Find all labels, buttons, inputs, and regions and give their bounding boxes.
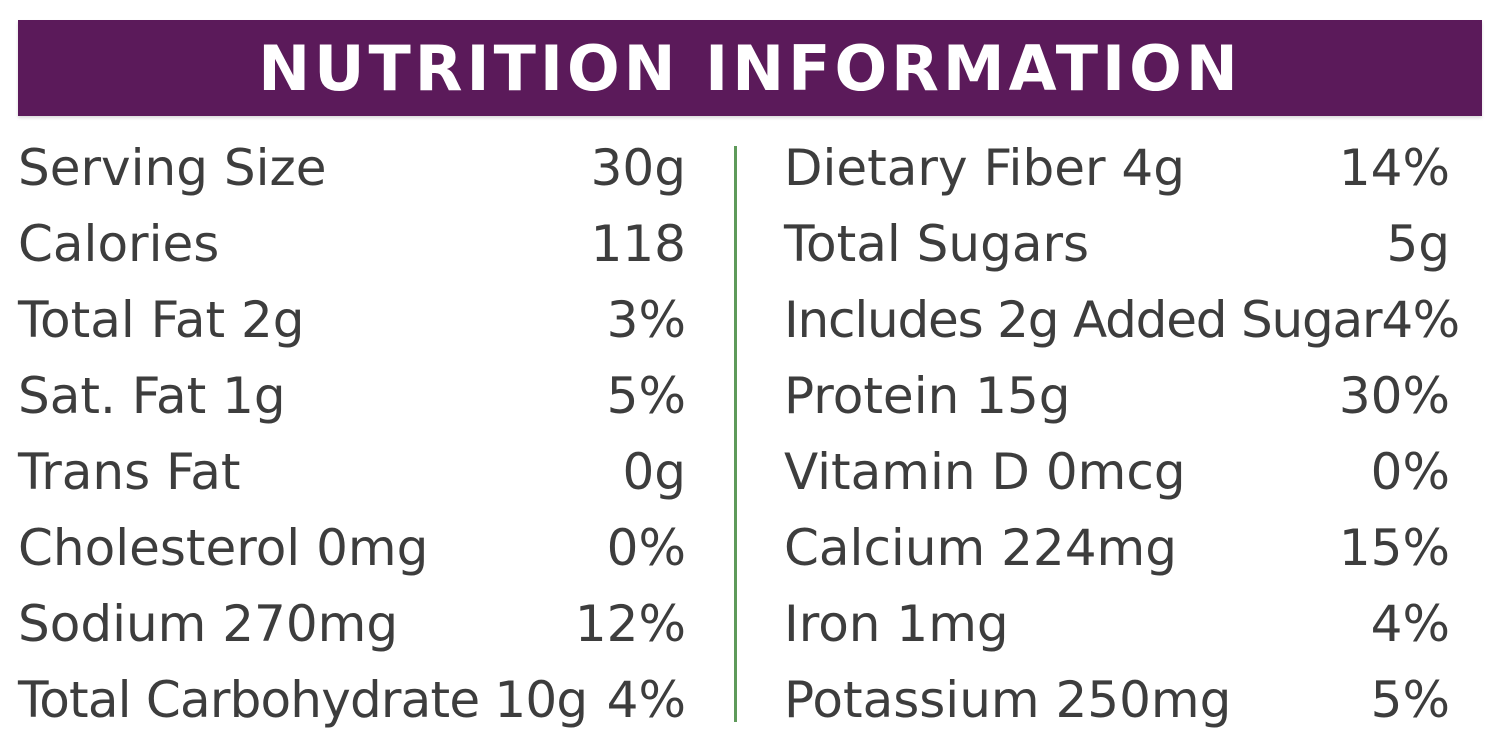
nutrient-row-protein: Protein 15g 30% (784, 358, 1450, 434)
nutrient-label: Sodium 270mg (18, 595, 399, 653)
nutrient-label: Iron 1mg (784, 595, 1009, 653)
nutrient-label: Trans Fat (18, 443, 241, 501)
nutrient-label: Protein 15g (784, 367, 1071, 425)
nutrient-label: Calories (18, 215, 220, 273)
nutrient-label: Calcium 224mg (784, 519, 1177, 577)
nutrient-value: 4% (1370, 595, 1450, 653)
nutrient-value: 4% (606, 671, 686, 729)
nutrient-value: 0g (622, 443, 686, 501)
nutrient-value: 12% (574, 595, 686, 653)
header-title: NUTRITION INFORMATION (258, 32, 1242, 105)
nutrient-value: 118 (590, 215, 686, 273)
nutrient-value: 0% (606, 519, 686, 577)
nutrient-row-dietary-fiber: Dietary Fiber 4g 14% (784, 130, 1450, 206)
nutrient-label: Serving Size (18, 139, 327, 197)
nutrient-label: Cholesterol 0mg (18, 519, 429, 577)
nutrient-value: 14% (1338, 139, 1450, 197)
nutrient-row-potassium: Potassium 250mg 5% (784, 662, 1450, 738)
nutrient-row-total-fat: Total Fat 2g 3% (18, 282, 686, 358)
nutrition-header: NUTRITION INFORMATION (18, 20, 1482, 116)
nutrient-value: 4% (1381, 291, 1460, 349)
nutrient-value: 15% (1338, 519, 1450, 577)
nutrient-row-total-sugars: Total Sugars 5g (784, 206, 1450, 282)
nutrient-label: Includes 2g Added Sugar (784, 291, 1383, 349)
nutrient-value: 3% (606, 291, 686, 349)
nutrient-value: 30% (1338, 367, 1450, 425)
nutrient-row-calcium: Calcium 224mg 15% (784, 510, 1450, 586)
nutrient-label: Total Fat 2g (18, 291, 305, 349)
nutrient-row-vitamin-d: Vitamin D 0mcg 0% (784, 434, 1450, 510)
nutrient-label: Total Sugars (784, 215, 1090, 273)
nutrient-value: 30g (590, 139, 686, 197)
nutrient-value: 5% (1370, 671, 1450, 729)
nutrient-label: Sat. Fat 1g (18, 367, 286, 425)
nutrient-row-total-carbohydrate: Total Carbohydrate 10g 4% (18, 662, 686, 738)
nutrient-row-trans-fat: Trans Fat 0g (18, 434, 686, 510)
nutrient-value: 5% (606, 367, 686, 425)
nutrient-row-serving-size: Serving Size 30g (18, 130, 686, 206)
nutrient-row-iron: Iron 1mg 4% (784, 586, 1450, 662)
nutrient-label: Total Carbohydrate 10g (18, 671, 588, 729)
left-nutrient-column: Serving Size 30g Calories 118 Total Fat … (18, 130, 686, 738)
nutrient-row-sodium: Sodium 270mg 12% (18, 586, 686, 662)
nutrient-label: Vitamin D 0mcg (784, 443, 1186, 501)
right-nutrient-column: Dietary Fiber 4g 14% Total Sugars 5g Inc… (784, 130, 1460, 738)
nutrient-value: 0% (1370, 443, 1450, 501)
nutrient-label: Potassium 250mg (784, 671, 1232, 729)
nutrient-row-calories: Calories 118 (18, 206, 686, 282)
nutrient-label: Dietary Fiber 4g (784, 139, 1185, 197)
column-divider (734, 146, 737, 722)
nutrient-row-added-sugar: Includes 2g Added Sugar 4% (784, 282, 1460, 358)
nutrient-value: 5g (1386, 215, 1450, 273)
nutrient-row-cholesterol: Cholesterol 0mg 0% (18, 510, 686, 586)
nutrient-row-sat-fat: Sat. Fat 1g 5% (18, 358, 686, 434)
